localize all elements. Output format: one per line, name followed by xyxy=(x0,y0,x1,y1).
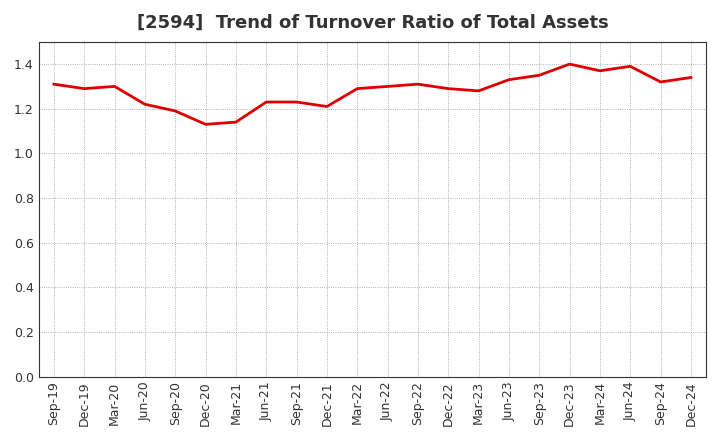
Title: [2594]  Trend of Turnover Ratio of Total Assets: [2594] Trend of Turnover Ratio of Total … xyxy=(137,14,608,32)
